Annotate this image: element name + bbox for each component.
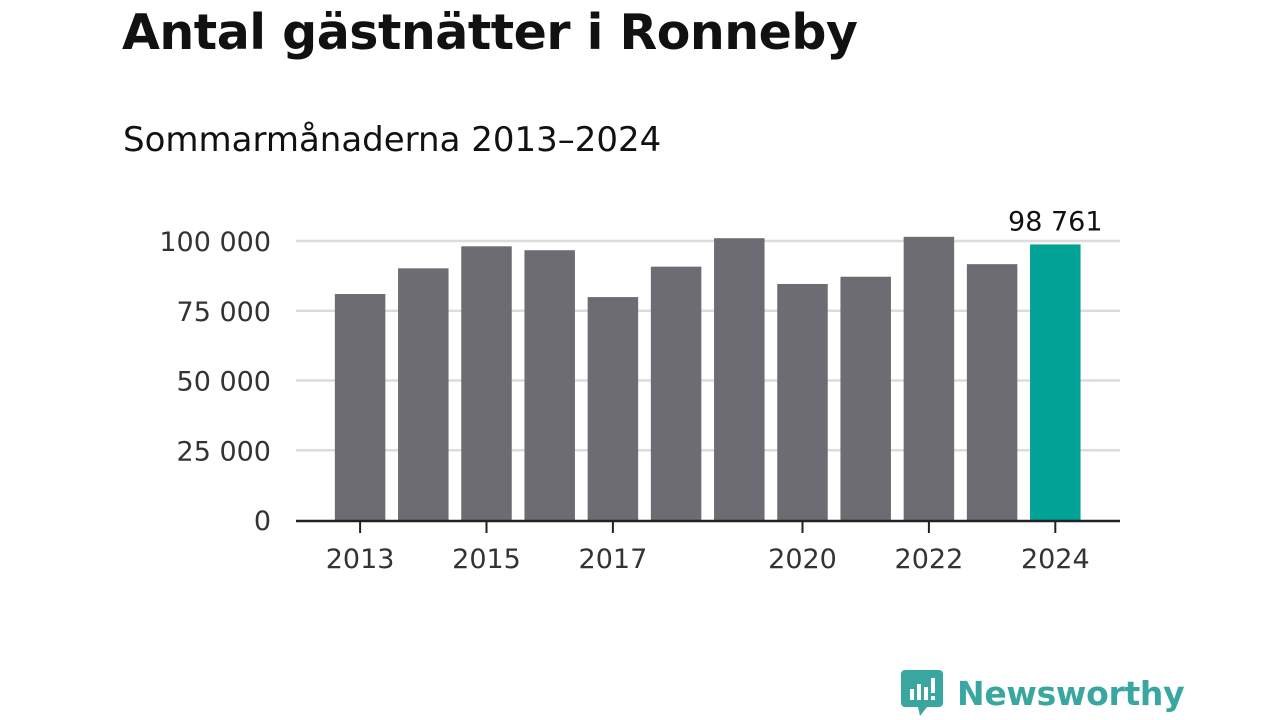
- chart-title: Antal gästnätter i Ronneby: [122, 4, 858, 61]
- x-tick-label: 2013: [326, 544, 395, 575]
- brand-name: Newsworthy: [957, 673, 1185, 713]
- bar-2013: [334, 294, 386, 520]
- newsworthy-logo-icon: [901, 670, 943, 716]
- y-tick-label: 25 000: [177, 436, 271, 467]
- y-axis-ticks: 0 25 000 50 000 75 000 100 000: [159, 227, 271, 537]
- bar-2024: [1030, 244, 1081, 520]
- x-axis-ticks: 2013 2015 2017 2020 2022 2024: [326, 521, 1090, 575]
- bar-2017: [587, 297, 639, 520]
- bar-2019: [714, 238, 765, 520]
- bar-2018: [650, 266, 702, 520]
- y-tick-label: 0: [254, 506, 271, 537]
- x-tick-label: 2024: [1021, 544, 1090, 575]
- data-label-2024: 98 761: [1008, 206, 1102, 237]
- bar-2023: [966, 264, 1018, 520]
- x-tick-label: 2017: [579, 544, 648, 575]
- bar-2016: [524, 250, 575, 520]
- bar-2014: [398, 268, 449, 520]
- bar-2015: [461, 246, 512, 520]
- bar-2021: [840, 276, 891, 520]
- bars: [334, 236, 1081, 520]
- y-tick-label: 50 000: [177, 367, 271, 398]
- y-tick-label: 100 000: [159, 227, 271, 258]
- x-tick-label: 2020: [768, 544, 837, 575]
- brand-logo: Newsworthy: [901, 670, 1185, 716]
- chart-subtitle: Sommarmånaderna 2013–2024: [123, 120, 662, 160]
- data-labels: 98 761: [1008, 206, 1102, 237]
- bar-2020: [777, 283, 828, 520]
- x-tick-label: 2015: [452, 544, 521, 575]
- bar-2022: [903, 236, 955, 520]
- x-tick-label: 2022: [895, 544, 964, 575]
- y-tick-label: 75 000: [177, 297, 271, 328]
